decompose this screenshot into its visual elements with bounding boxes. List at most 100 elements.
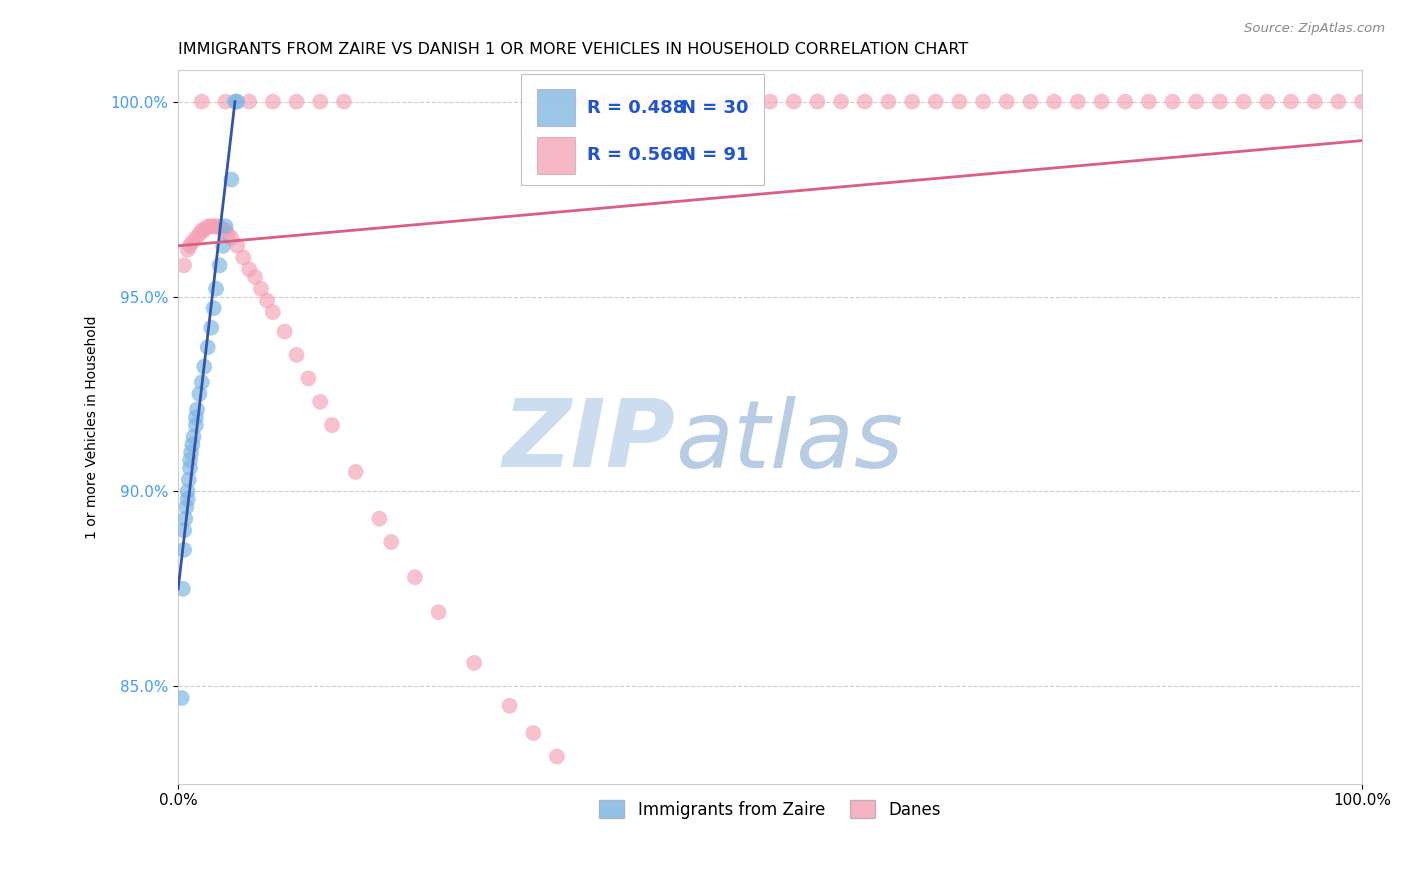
Point	[830, 95, 852, 109]
Point	[948, 95, 970, 109]
Point	[404, 570, 426, 584]
Point	[212, 239, 235, 253]
FancyBboxPatch shape	[537, 136, 575, 174]
Point	[226, 95, 249, 109]
Point	[217, 227, 239, 241]
Point	[183, 430, 205, 444]
FancyBboxPatch shape	[537, 89, 575, 126]
Point	[344, 465, 367, 479]
Point	[193, 223, 215, 237]
Point	[250, 282, 273, 296]
Point	[877, 95, 900, 109]
Point	[1043, 95, 1066, 109]
Point	[181, 235, 204, 249]
Point	[700, 874, 723, 888]
Point	[176, 492, 198, 507]
Point	[297, 371, 319, 385]
Point	[593, 95, 616, 109]
Point	[1327, 95, 1350, 109]
Point	[176, 484, 198, 499]
Point	[191, 376, 214, 390]
Point	[188, 227, 211, 241]
Text: atlas: atlas	[675, 396, 904, 487]
Point	[581, 789, 603, 803]
Point	[179, 239, 201, 253]
Point	[759, 95, 782, 109]
Point	[224, 95, 246, 109]
Point	[853, 95, 876, 109]
Text: IMMIGRANTS FROM ZAIRE VS DANISH 1 OR MORE VEHICLES IN HOUSEHOLD CORRELATION CHAR: IMMIGRANTS FROM ZAIRE VS DANISH 1 OR MOR…	[179, 42, 969, 57]
Point	[184, 410, 207, 425]
Point	[202, 301, 225, 316]
Point	[208, 258, 231, 272]
Point	[205, 219, 228, 234]
Point	[664, 95, 686, 109]
Point	[617, 815, 640, 830]
Point	[191, 95, 214, 109]
Point	[463, 656, 485, 670]
Point	[184, 418, 207, 433]
Point	[184, 231, 207, 245]
Point	[232, 251, 254, 265]
Point	[173, 542, 195, 557]
Point	[309, 394, 332, 409]
Point	[1067, 95, 1090, 109]
Point	[546, 749, 568, 764]
Point	[1090, 95, 1112, 109]
Point	[179, 453, 201, 467]
Point	[1233, 95, 1256, 109]
Point	[1161, 95, 1184, 109]
Point	[640, 835, 662, 849]
Point	[309, 95, 332, 109]
Point	[1137, 95, 1160, 109]
FancyBboxPatch shape	[522, 74, 763, 185]
Point	[806, 95, 828, 109]
Point	[212, 223, 235, 237]
Point	[735, 95, 758, 109]
Point	[188, 387, 211, 401]
Point	[901, 95, 924, 109]
Point	[170, 690, 193, 705]
Point	[193, 359, 215, 374]
Point	[179, 461, 201, 475]
Text: ZIP: ZIP	[502, 395, 675, 487]
Point	[214, 95, 236, 109]
Text: R = 0.488: R = 0.488	[586, 98, 685, 117]
Point	[172, 582, 194, 596]
Point	[972, 95, 994, 109]
Point	[176, 500, 198, 514]
Point	[226, 239, 249, 253]
Point	[256, 293, 278, 308]
Point	[173, 258, 195, 272]
Point	[1185, 95, 1208, 109]
Point	[617, 95, 640, 109]
Point	[333, 95, 356, 109]
Point	[1114, 95, 1136, 109]
Point	[205, 282, 228, 296]
Text: R = 0.566: R = 0.566	[586, 146, 685, 164]
Point	[186, 402, 208, 417]
Point	[498, 698, 520, 713]
Legend: Immigrants from Zaire, Danes: Immigrants from Zaire, Danes	[593, 794, 948, 825]
Point	[1019, 95, 1042, 109]
Point	[177, 473, 200, 487]
Point	[1351, 95, 1374, 109]
Text: N = 30: N = 30	[682, 98, 749, 117]
Point	[221, 172, 243, 186]
Point	[197, 340, 219, 354]
Point	[1209, 95, 1232, 109]
Point	[925, 95, 948, 109]
Text: N = 91: N = 91	[682, 146, 749, 164]
Point	[262, 95, 284, 109]
Point	[688, 95, 710, 109]
Point	[262, 305, 284, 319]
Point	[640, 95, 662, 109]
Point	[181, 437, 204, 451]
Point	[238, 95, 260, 109]
Point	[238, 262, 260, 277]
Point	[569, 95, 592, 109]
Point	[1279, 95, 1302, 109]
Point	[214, 223, 236, 237]
Point	[176, 243, 198, 257]
Point	[1256, 95, 1278, 109]
